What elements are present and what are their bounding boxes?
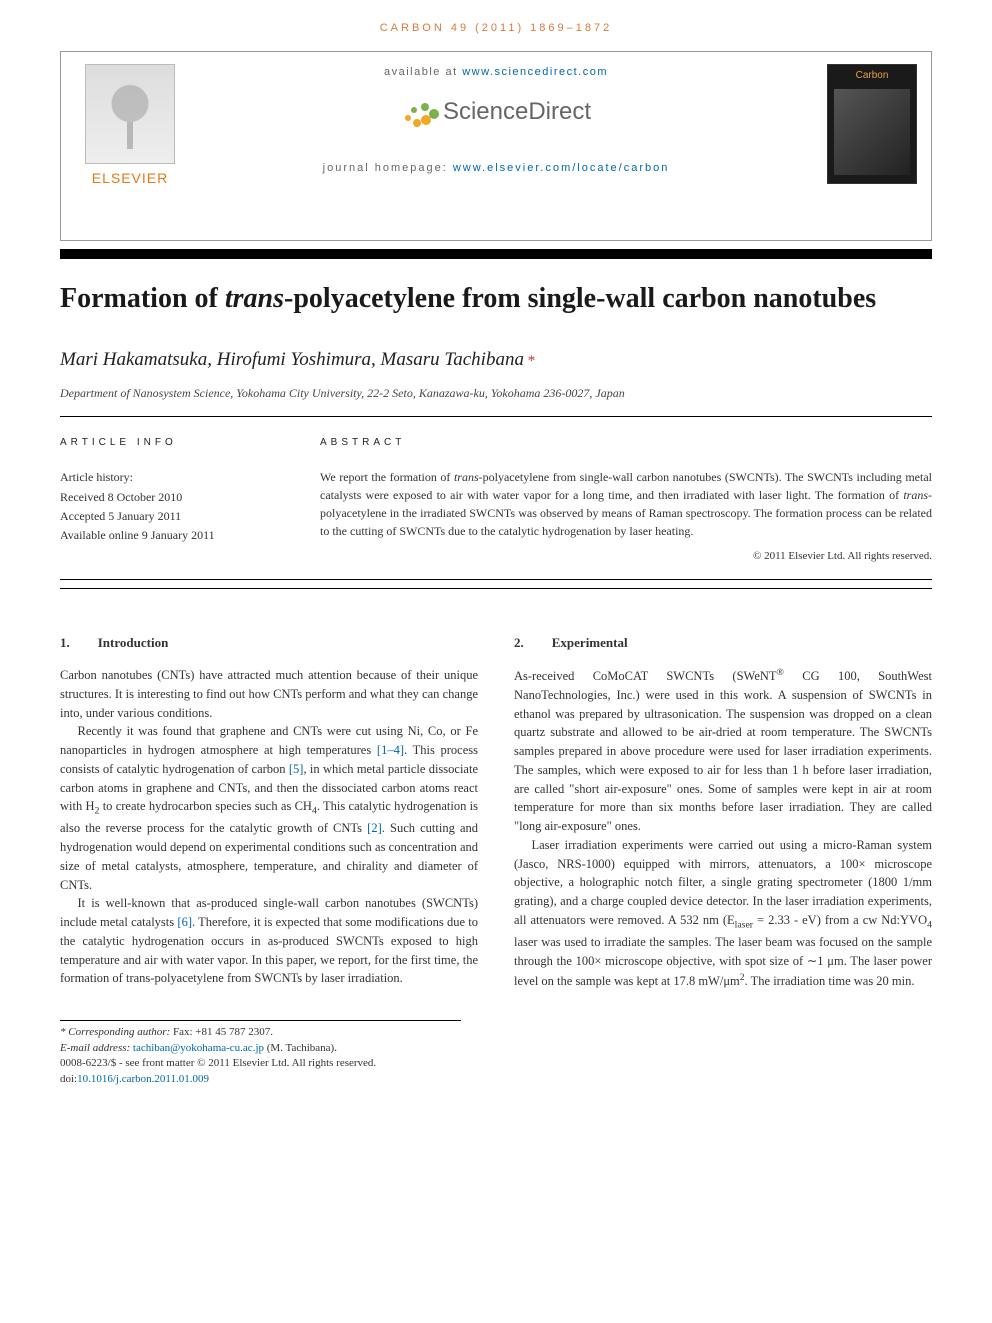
history-accepted: Accepted 5 January 2011 xyxy=(60,507,280,525)
available-at: available at www.sciencedirect.com xyxy=(185,64,807,81)
email-who: (M. Tachibana). xyxy=(264,1042,337,1054)
doi-prefix: doi: xyxy=(60,1073,77,1085)
section-heading-intro: 1. Introduction xyxy=(60,633,478,653)
divider xyxy=(60,579,932,580)
sciencedirect-logo[interactable]: ScienceDirect xyxy=(401,94,591,130)
journal-header: ELSEVIER Carbon available at www.science… xyxy=(60,51,932,241)
author-email-link[interactable]: tachiban@yokohama-cu.ac.jp xyxy=(133,1042,264,1054)
email-line: E-mail address: tachiban@yokohama-cu.ac.… xyxy=(60,1041,461,1056)
authors-names: Mari Hakamatsuka, Hirofumi Yoshimura, Ma… xyxy=(60,349,524,370)
section-number: 1. xyxy=(60,633,70,653)
sciencedirect-text: ScienceDirect xyxy=(443,94,591,130)
abstract-copyright: © 2011 Elsevier Ltd. All rights reserved… xyxy=(320,548,932,565)
section-title: Introduction xyxy=(98,633,169,653)
section-heading-experimental: 2. Experimental xyxy=(514,633,932,653)
sciencedirect-dots-icon xyxy=(401,97,435,127)
header-divider xyxy=(60,249,932,259)
issn-line: 0008-6223/$ - see front matter © 2011 El… xyxy=(60,1056,461,1071)
abstract-text: We report the formation of trans-polyace… xyxy=(320,468,932,540)
carbon-cover-image: Carbon xyxy=(827,64,917,184)
journal-homepage: journal homepage: www.elsevier.com/locat… xyxy=(185,160,807,177)
corresponding-author: * Corresponding author: Fax: +81 45 787 … xyxy=(60,1025,461,1040)
exp-p1: As-received CoMoCAT SWCNTs (SWeNT® CG 10… xyxy=(514,666,932,836)
section-number: 2. xyxy=(514,633,524,653)
divider xyxy=(60,588,932,589)
email-label: E-mail address: xyxy=(60,1042,133,1054)
intro-p2: Recently it was found that graphene and … xyxy=(60,722,478,894)
corr-value: Fax: +81 45 787 2307. xyxy=(170,1026,273,1038)
article-info-heading: ARTICLE INFO xyxy=(60,435,280,450)
authors: Mari Hakamatsuka, Hirofumi Yoshimura, Ma… xyxy=(60,346,932,375)
elsevier-logo-block: ELSEVIER xyxy=(75,64,185,189)
article-title: Formation of trans-polyacetylene from si… xyxy=(60,281,932,316)
corresponding-mark: * xyxy=(524,353,535,369)
affiliation: Department of Nanosystem Science, Yokoha… xyxy=(60,384,932,402)
history-label: Article history: xyxy=(60,468,280,486)
exp-p2: Laser irradiation experiments were carri… xyxy=(514,836,932,991)
journal-cover[interactable]: Carbon xyxy=(827,64,917,184)
carbon-cover-title: Carbon xyxy=(828,68,916,83)
elsevier-label: ELSEVIER xyxy=(75,168,185,189)
abstract: ABSTRACT We report the formation of tran… xyxy=(320,435,932,565)
available-prefix: available at xyxy=(384,66,462,78)
title-pre: Formation of xyxy=(60,283,225,314)
doi-line: doi:10.1016/j.carbon.2011.01.009 xyxy=(60,1072,461,1087)
homepage-link[interactable]: www.elsevier.com/locate/carbon xyxy=(453,162,670,174)
elsevier-tree-icon xyxy=(85,64,175,164)
homepage-prefix: journal homepage: xyxy=(323,162,453,174)
article-info: ARTICLE INFO Article history: Received 8… xyxy=(60,435,280,565)
title-post: -polyacetylene from single-wall carbon n… xyxy=(284,283,876,314)
sciencedirect-link[interactable]: www.sciencedirect.com xyxy=(462,66,608,78)
section-title: Experimental xyxy=(552,633,628,653)
abstract-heading: ABSTRACT xyxy=(320,435,932,450)
divider xyxy=(60,416,932,417)
doi-link[interactable]: 10.1016/j.carbon.2011.01.009 xyxy=(77,1073,209,1085)
corr-label: * Corresponding author: xyxy=(60,1026,170,1038)
intro-p1: Carbon nanotubes (CNTs) have attracted m… xyxy=(60,666,478,722)
intro-p3: It is well-known that as-produced single… xyxy=(60,894,478,988)
journal-reference: CARBON 49 (2011) 1869–1872 xyxy=(0,0,992,51)
column-left: 1. Introduction Carbon nanotubes (CNTs) … xyxy=(60,633,478,991)
carbon-cover-art xyxy=(834,89,910,175)
history-received: Received 8 October 2010 xyxy=(60,488,280,506)
column-right: 2. Experimental As-received CoMoCAT SWCN… xyxy=(514,633,932,991)
history-online: Available online 9 January 2011 xyxy=(60,526,280,544)
title-italic: trans xyxy=(225,283,284,314)
footnotes: * Corresponding author: Fax: +81 45 787 … xyxy=(60,1020,461,1087)
